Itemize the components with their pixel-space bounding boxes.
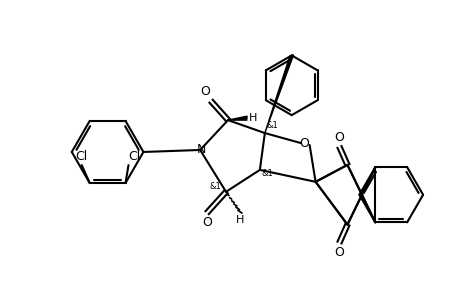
Text: &1: &1: [267, 120, 279, 129]
Text: N: N: [197, 143, 206, 157]
Text: O: O: [300, 136, 310, 150]
Text: &1: &1: [209, 182, 221, 191]
Text: H: H: [249, 113, 257, 123]
Text: O: O: [202, 216, 212, 229]
Text: O: O: [334, 246, 345, 258]
Text: &1: &1: [262, 169, 273, 178]
Text: Cl: Cl: [128, 150, 141, 163]
Text: H: H: [236, 215, 244, 225]
Text: Cl: Cl: [76, 150, 88, 163]
Text: O: O: [334, 131, 345, 144]
Polygon shape: [228, 116, 247, 120]
Text: O: O: [200, 85, 210, 98]
Polygon shape: [265, 55, 293, 133]
